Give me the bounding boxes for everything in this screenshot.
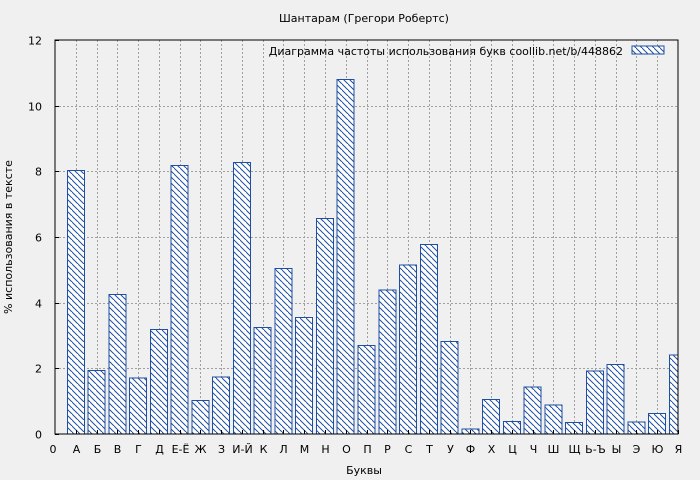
x-tick-label: Я: [675, 443, 683, 456]
x-tick-label: Э: [633, 443, 641, 456]
bar: [585, 370, 604, 435]
bar: [399, 264, 417, 435]
x-tick-label: Ч: [530, 443, 538, 456]
x-tick-label: Ь-Ъ: [585, 443, 606, 456]
bar: [357, 344, 376, 435]
bar: [66, 170, 85, 435]
legend-swatch: [631, 45, 665, 55]
bar: [191, 400, 210, 435]
x-axis-label: Буквы: [346, 464, 382, 477]
bar: [419, 244, 438, 435]
bar: [274, 268, 293, 435]
chart-title: Шантарам (Грегори Робертс): [279, 12, 449, 25]
x-tick-label: Х: [488, 443, 496, 456]
x-tick-label: Г: [135, 443, 142, 456]
x-tick-label: Щ: [568, 443, 580, 456]
bar: [129, 377, 148, 435]
x-tick-label: И-Й: [232, 443, 252, 456]
bar: [544, 404, 563, 435]
bars: [66, 78, 679, 435]
bar: [253, 326, 272, 435]
bar: [87, 369, 106, 435]
bar: [482, 399, 501, 435]
y-tick-label: 4: [35, 298, 42, 311]
bar: [669, 354, 679, 435]
y-tick-label: 12: [28, 35, 42, 48]
x-tick-label: З: [218, 443, 225, 456]
bar: [502, 421, 521, 435]
x-tick-label: П: [363, 443, 371, 456]
x-tick-label: Ц: [508, 443, 517, 456]
y-tick-label: 2: [35, 363, 42, 376]
bar: [232, 162, 251, 435]
x-tick-label: Ю: [652, 443, 664, 456]
bar: [149, 328, 168, 435]
bar: [316, 217, 334, 435]
x-tick-label: Ш: [548, 443, 560, 456]
legend: Диаграмма частоты использования букв coo…: [269, 45, 665, 58]
x-tick-label: Ы: [612, 443, 622, 456]
x-tick-labels: 0 А Б В Г Д Е-Ё Ж З И-Й К Л М Н О П Р С Т У Ф Х Ц Ч Ш Щ Ь-Ъ Ы Э Ю Я: [50, 430, 683, 456]
x-tick-label: Т: [425, 443, 433, 456]
legend-label: Диаграмма частоты использования букв coo…: [269, 45, 623, 58]
x-tick-label: М: [300, 443, 310, 456]
x-tick-label: У: [447, 443, 454, 456]
y-tick-label: 6: [35, 232, 42, 245]
bar: [295, 316, 314, 435]
y-tick-label: 0: [35, 429, 42, 442]
bar: [170, 164, 189, 435]
x-tick-label: Л: [279, 443, 287, 456]
x-tick-label: Ж: [195, 443, 207, 456]
x-tick-label: Е-Ё: [172, 443, 190, 456]
x-tick-label: К: [260, 443, 268, 456]
x-tick-label: В: [114, 443, 122, 456]
x-tick-label: Ф: [466, 443, 475, 456]
x-tick-label: Н: [321, 443, 329, 456]
bar: [336, 78, 355, 435]
x-tick-label: С: [405, 443, 413, 456]
bar: [212, 376, 231, 435]
x-tick-label: Р: [384, 443, 391, 456]
y-tick-label: 10: [28, 101, 42, 114]
x-tick-label: А: [73, 443, 81, 456]
bar: [606, 363, 625, 435]
x-tick-label: О: [342, 443, 351, 456]
x-tick-label: Б: [94, 443, 102, 456]
bar: [440, 340, 459, 435]
bar: [108, 294, 127, 435]
y-axis-label: % использования в тексте: [2, 160, 15, 314]
x-tick-label: 0: [50, 443, 57, 456]
x-tick-label: Д: [155, 443, 164, 456]
y-tick-label: 8: [35, 166, 42, 179]
y-tick-labels: 0 2 4 6 8 10 12: [28, 35, 59, 442]
bar: [523, 386, 542, 435]
bar: [378, 289, 397, 435]
